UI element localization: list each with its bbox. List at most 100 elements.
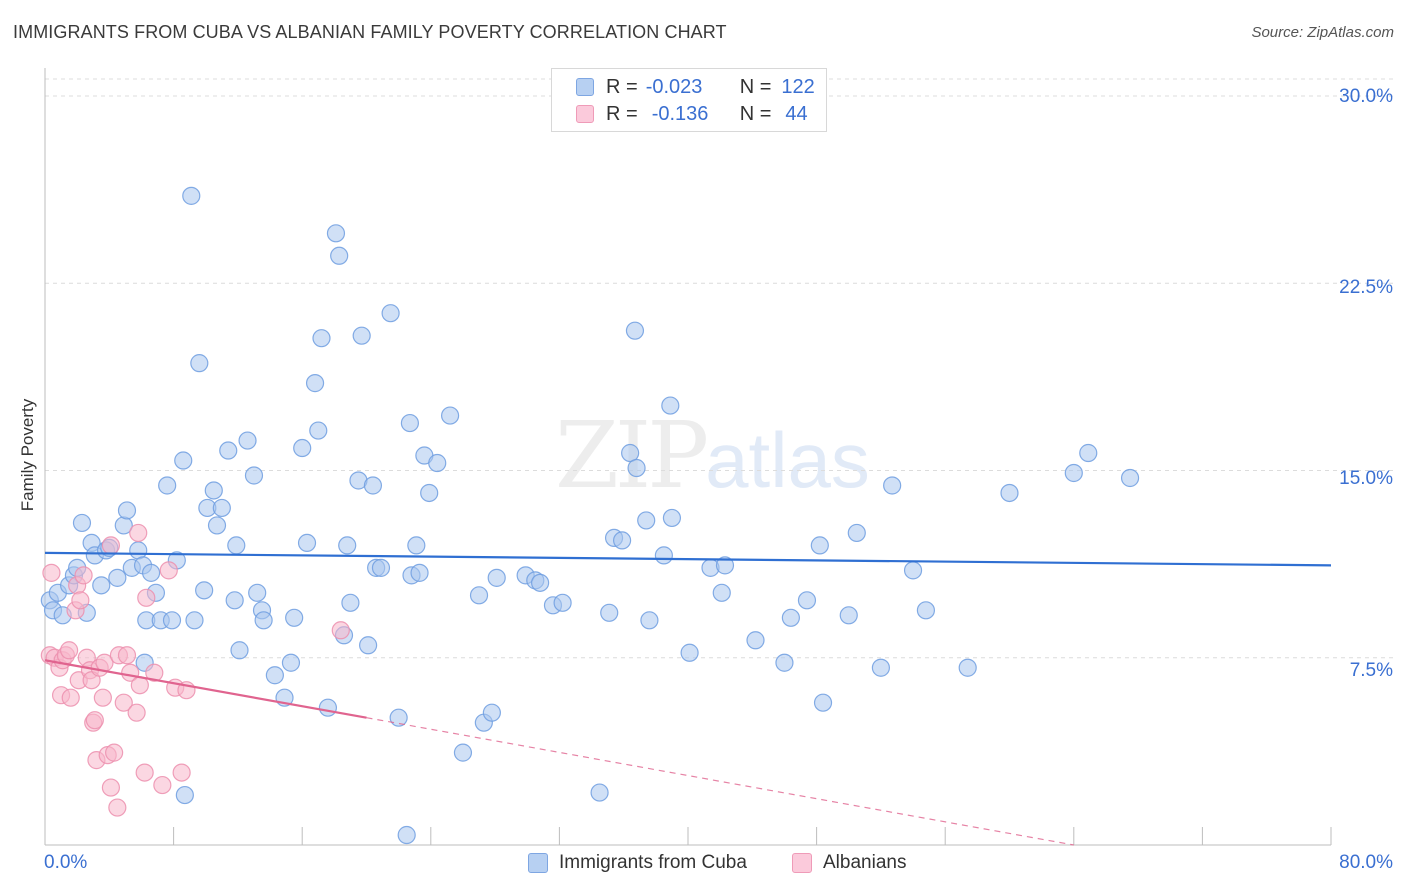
point-cuba <box>712 583 731 602</box>
x-tick-label-max: 80.0% <box>1339 852 1393 873</box>
point-cuba <box>640 611 659 630</box>
watermark: ZIPatlas <box>555 402 870 509</box>
point-cuba <box>309 421 328 440</box>
trend-line-albanians-extension <box>366 717 1074 846</box>
point-cuba <box>410 563 429 582</box>
point-cuba <box>207 516 227 535</box>
legend-r-value: -0.023 <box>645 75 703 98</box>
point-cuba <box>381 304 400 323</box>
point-albanians <box>159 561 178 580</box>
point-cuba <box>1120 468 1140 488</box>
point-cuba <box>662 508 682 528</box>
trend-line-albanians <box>44 659 367 719</box>
point-cuba <box>190 354 209 373</box>
point-albanians <box>145 663 164 682</box>
point-cuba <box>204 481 223 500</box>
legend-n-value: 44 <box>785 102 808 125</box>
point-cuba <box>420 483 439 503</box>
legend-label-cuba: Immigrants from Cuba <box>559 852 747 873</box>
point-cuba <box>746 631 765 650</box>
point-cuba <box>248 583 267 602</box>
point-cuba <box>482 703 501 722</box>
point-cuba <box>612 531 632 550</box>
point-cuba <box>326 224 346 243</box>
point-cuba <box>715 556 735 575</box>
point-cuba <box>487 568 506 587</box>
point-cuba <box>174 451 193 470</box>
y-tick-label-15: 15.0% <box>1339 468 1393 489</box>
point-cuba <box>627 458 646 478</box>
watermark-atlas: atlas <box>705 416 870 504</box>
point-albanians <box>105 743 124 762</box>
point-albanians <box>127 703 146 722</box>
point-cuba <box>531 573 550 592</box>
point-albanians <box>74 566 93 585</box>
point-cuba <box>1000 483 1019 503</box>
point-albanians <box>135 763 154 782</box>
point-cuba <box>318 698 338 717</box>
correlation-legend: R = -0.023 N = 122 R = -0.136 N = 44 <box>551 68 827 132</box>
point-cuba <box>883 476 902 495</box>
point-cuba <box>903 561 923 580</box>
point-cuba <box>428 453 447 473</box>
point-cuba <box>813 693 833 712</box>
point-cuba <box>371 558 391 577</box>
point-cuba <box>810 536 829 555</box>
point-cuba <box>400 413 420 433</box>
point-cuba <box>212 498 231 518</box>
point-cuba <box>312 329 331 348</box>
y-axis-label: Family Poverty <box>18 398 37 512</box>
y-tick-label-22-5: 22.5% <box>1339 277 1393 298</box>
point-cuba <box>363 476 383 495</box>
point-cuba <box>397 825 416 845</box>
legend-swatch-cuba <box>528 853 548 873</box>
point-cuba <box>440 406 460 425</box>
point-cuba <box>1064 463 1083 483</box>
point-cuba <box>230 641 249 660</box>
point-albanians <box>85 711 104 730</box>
legend-swatch-albanians <box>792 853 812 873</box>
point-cuba <box>621 443 640 463</box>
point-cuba <box>227 536 246 555</box>
point-cuba <box>108 568 127 587</box>
legend-swatch-albanians <box>576 105 594 123</box>
point-albanians <box>93 688 112 707</box>
legend-label-albanians: Albanians <box>823 852 907 873</box>
series-legend: Immigrants from Cuba Albanians <box>0 852 1406 876</box>
point-albanians <box>129 523 148 543</box>
point-cuba <box>281 653 301 672</box>
point-cuba <box>158 476 177 495</box>
point-cuba <box>781 608 800 627</box>
point-albanians <box>117 646 137 665</box>
legend-item-cuba: Immigrants from Cuba <box>528 852 747 874</box>
legend-r-label: R = <box>606 102 638 125</box>
point-cuba <box>916 601 936 620</box>
point-cuba <box>175 785 194 805</box>
point-cuba <box>958 658 977 677</box>
point-cuba <box>185 611 204 630</box>
point-cuba <box>352 326 371 345</box>
point-cuba <box>225 591 244 610</box>
legend-n-label: N = <box>739 75 772 98</box>
point-cuba <box>182 186 201 205</box>
point-cuba <box>297 533 317 553</box>
point-albanians <box>137 588 156 607</box>
point-cuba <box>72 513 92 533</box>
point-cuba <box>265 666 284 685</box>
point-albanians <box>331 621 350 640</box>
point-cuba <box>661 396 680 415</box>
legend-r-value: -0.136 <box>651 102 709 125</box>
legend-swatch-cuba <box>576 78 594 96</box>
point-cuba <box>117 501 137 520</box>
point-cuba <box>1079 443 1098 463</box>
point-cuba <box>359 636 378 655</box>
point-cuba <box>129 541 148 560</box>
point-cuba <box>238 431 257 450</box>
point-albanians <box>101 778 121 797</box>
legend-n-value: 122 <box>781 75 815 98</box>
trend-line-cuba <box>44 551 1332 567</box>
point-cuba <box>92 576 111 595</box>
point-albanians <box>108 798 127 817</box>
y-tick-label-30: 30.0% <box>1339 86 1393 107</box>
